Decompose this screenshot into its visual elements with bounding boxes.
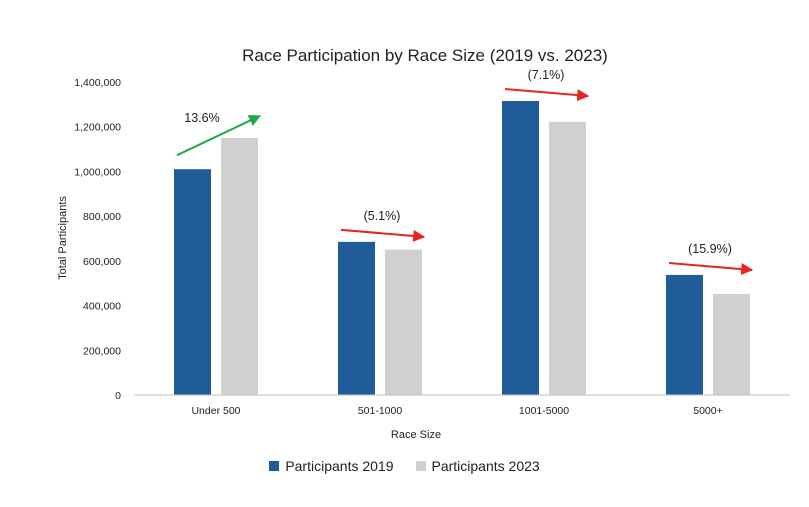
y-tick-label: 0 [115, 390, 121, 402]
y-tick-label: 1,000,000 [74, 166, 121, 178]
bar-2019-0 [174, 169, 211, 395]
bar-2023-3 [713, 293, 750, 395]
y-axis-label: Total Participants [57, 196, 69, 280]
change-label: 13.6% [184, 111, 219, 125]
x-tick-label: 501-1000 [358, 405, 403, 417]
y-axis-ticks: 0 200,000 400,000 600,000 800,000 1,000,000 1,… [74, 77, 121, 402]
x-tick-label: 1001-5000 [519, 405, 569, 417]
x-tick-label: Under 500 [191, 405, 240, 417]
bar-2023-2 [549, 121, 586, 395]
legend-label-2019: Participants 2019 [285, 458, 394, 474]
legend-swatch-2023 [415, 461, 426, 471]
change-arrow [504, 88, 590, 102]
y-tick-label: 200,000 [83, 345, 121, 357]
legend: Participants 2019 Participants 2023 [0, 458, 809, 474]
legend-item-2019: Participants 2019 [269, 458, 394, 474]
x-axis-ticks: Under 500 501-1000 1001-5000 5000+ [191, 405, 722, 417]
x-axis-label: Race Size [391, 429, 441, 441]
change-arrow [176, 114, 262, 157]
chart-title: Race Participation by Race Size (2019 vs… [242, 46, 608, 65]
legend-item-2023: Participants 2023 [415, 458, 540, 474]
bars [174, 101, 750, 395]
bar-2019-1 [338, 241, 375, 395]
bar-2019-2 [502, 101, 539, 395]
annotations: 13.6% (5.1%) (7.1%) (15.9%) [176, 68, 754, 276]
bar-2023-0 [221, 137, 258, 395]
y-tick-label: 1,400,000 [74, 77, 121, 89]
y-tick-label: 1,200,000 [74, 122, 121, 134]
y-tick-label: 800,000 [83, 211, 121, 223]
change-arrow [340, 228, 426, 242]
y-tick-label: 400,000 [83, 301, 121, 313]
legend-label-2023: Participants 2023 [431, 458, 540, 474]
change-label: (15.9%) [688, 242, 732, 256]
bar-2023-1 [385, 249, 422, 395]
change-label: (5.1%) [364, 209, 401, 223]
change-label: (7.1%) [528, 68, 565, 82]
legend-swatch-2019 [269, 461, 280, 471]
x-tick-label: 5000+ [693, 405, 723, 417]
bar-2019-3 [666, 274, 703, 395]
change-arrow [668, 261, 754, 276]
y-tick-label: 600,000 [83, 256, 121, 268]
